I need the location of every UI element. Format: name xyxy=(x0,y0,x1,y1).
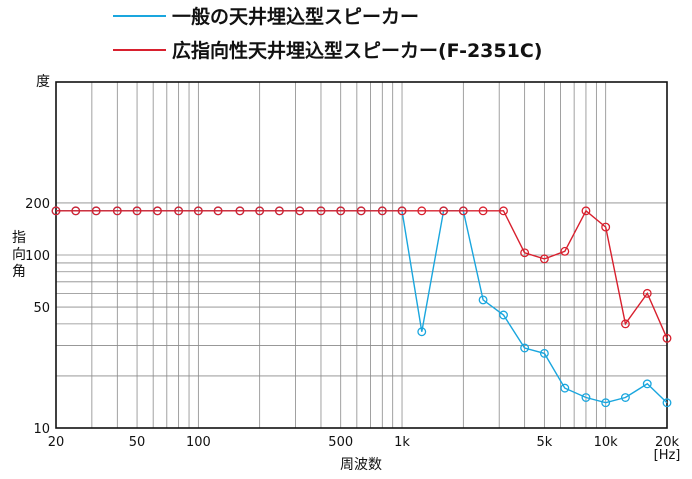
y-tick-label: 200 xyxy=(25,197,50,212)
data-point xyxy=(642,379,652,389)
data-point xyxy=(601,222,611,232)
data-point xyxy=(478,206,488,216)
plot-frame xyxy=(55,81,668,429)
data-point xyxy=(91,206,101,216)
data-point xyxy=(174,206,184,216)
data-point xyxy=(439,206,449,216)
data-point xyxy=(274,206,284,216)
data-point xyxy=(499,206,508,216)
data-point xyxy=(642,288,652,298)
data-point xyxy=(417,206,427,216)
data-point xyxy=(397,206,407,216)
data-point xyxy=(662,333,672,343)
x-tick-label: 5k xyxy=(536,435,552,450)
data-point xyxy=(620,393,630,402)
y-axis-label: 指向角 xyxy=(12,230,26,280)
series-layer xyxy=(51,206,672,408)
data-point xyxy=(520,248,530,258)
legend-item-wide: 広指向性天井埋込型スピーカー(F-2351C) xyxy=(113,39,542,62)
data-point xyxy=(295,206,305,216)
data-point xyxy=(478,295,488,305)
data-point xyxy=(417,327,427,337)
data-point xyxy=(213,206,223,216)
y-tick-label: 50 xyxy=(33,301,50,316)
y-tick-label: 10 xyxy=(33,422,50,437)
legend-label-wide: 広指向性天井埋込型スピーカー(F-2351C) xyxy=(172,39,542,62)
data-point xyxy=(560,383,570,393)
data-point xyxy=(336,206,346,216)
data-point xyxy=(560,246,570,256)
data-point xyxy=(377,206,387,216)
data-point xyxy=(499,310,508,320)
y-tick-labels: 10 50 100 200 xyxy=(25,197,50,437)
data-point xyxy=(153,206,162,216)
data-point xyxy=(520,343,530,353)
x-unit-label: [Hz] xyxy=(654,448,681,463)
data-point xyxy=(539,348,549,358)
data-point xyxy=(316,206,326,216)
data-point xyxy=(356,206,366,216)
data-point xyxy=(71,206,81,216)
legend-label-general: 一般の天井埋込型スピーカー xyxy=(172,5,419,28)
data-point xyxy=(539,254,549,264)
legend: 一般の天井埋込型スピーカー 広指向性天井埋込型スピーカー(F-2351C) xyxy=(113,5,542,62)
data-point xyxy=(581,393,591,402)
x-tick-label: 1k xyxy=(394,435,410,450)
grid xyxy=(55,82,667,428)
x-tick-label: 20k xyxy=(655,435,680,450)
legend-item-general: 一般の天井埋込型スピーカー xyxy=(113,5,419,28)
data-point xyxy=(132,206,142,216)
data-point xyxy=(51,206,61,216)
x-tick-label: 500 xyxy=(328,435,353,450)
series-line xyxy=(56,209,668,339)
data-point xyxy=(601,398,611,408)
x-axis-label: 周波数 xyxy=(340,457,382,473)
data-point xyxy=(112,206,122,216)
x-tick-label: 20 xyxy=(48,435,65,450)
data-point xyxy=(581,206,591,216)
x-tick-label: 10k xyxy=(594,435,619,450)
data-point xyxy=(193,206,203,216)
x-tick-labels: 20 50 100 500 1k 5k 10k 20k xyxy=(48,435,680,450)
data-point xyxy=(620,319,630,329)
data-point xyxy=(255,206,265,216)
data-point xyxy=(458,206,468,216)
series-wide xyxy=(51,206,672,343)
x-tick-label: 100 xyxy=(186,435,211,450)
y-tick-label: 100 xyxy=(25,249,50,264)
y-unit-label: 度 xyxy=(36,74,50,90)
data-point xyxy=(235,206,245,216)
data-point xyxy=(662,398,672,408)
x-tick-label: 50 xyxy=(129,435,146,450)
